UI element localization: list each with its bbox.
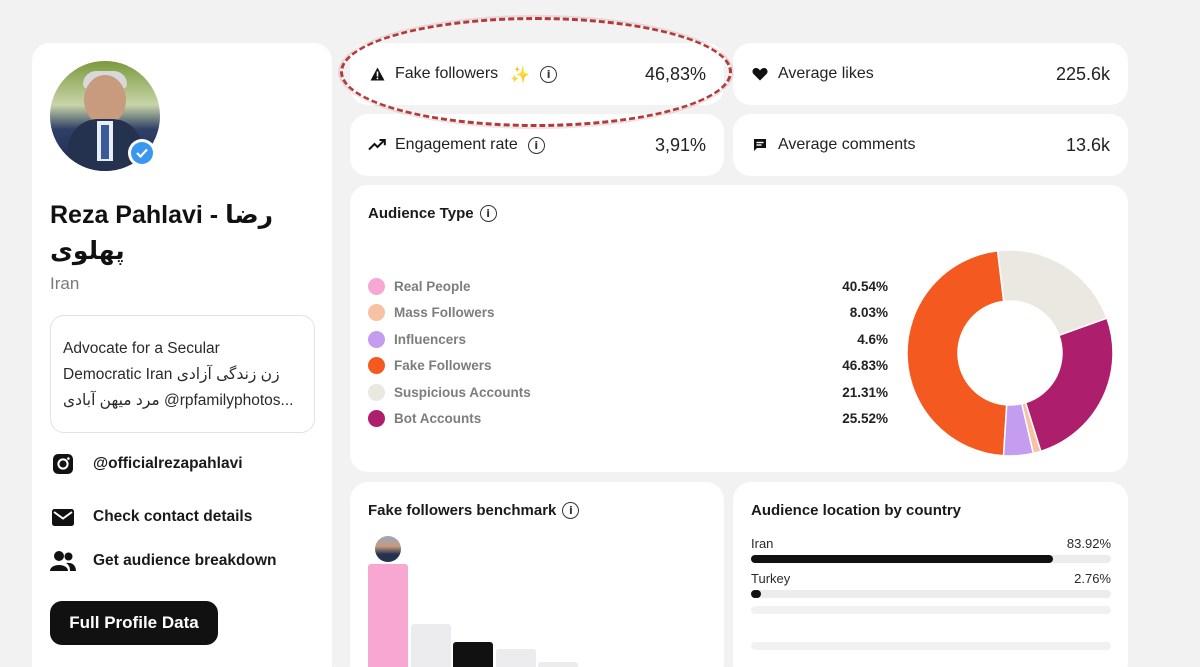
fake-followers-info-icon[interactable]: i	[540, 65, 558, 83]
location-country: Turkey	[751, 571, 791, 586]
users-icon	[50, 550, 76, 572]
instagram-handle: @officialrezapahlavi	[93, 455, 243, 472]
profile-card: Reza Pahlavi - رضا پهلوی Iran Advocate f…	[32, 43, 332, 667]
legend-label: Influencers	[394, 331, 467, 347]
profile-country: Iran	[50, 274, 80, 293]
profile-bio: Advocate for a Secular Democratic Iran ز…	[50, 315, 315, 433]
audience-type-info-icon[interactable]: i	[479, 205, 497, 222]
legend-dot	[368, 304, 385, 321]
average-comments-card: Average comments 13.6k	[733, 114, 1128, 176]
full-profile-data-button[interactable]: Full Profile Data	[50, 601, 218, 645]
fake-followers-card: Fake followers ✨ i 46,83%	[350, 43, 724, 105]
trending-up-icon	[368, 139, 386, 151]
benchmark-bar	[368, 564, 408, 667]
benchmark-bar	[410, 624, 451, 667]
contact-details-label: Check contact details	[93, 508, 253, 525]
legend-value: 46.83%	[842, 358, 888, 373]
legend-value: 4.6%	[857, 331, 888, 347]
average-comments-value: 13.6k	[1065, 134, 1110, 155]
engagement-rate-label: Engagement rate	[395, 136, 518, 153]
legend-dot	[368, 410, 385, 427]
legend-dot	[368, 383, 385, 401]
location-bar	[751, 590, 761, 598]
warning-icon	[368, 67, 386, 81]
location-card: Audience location by country Iran 83.92% …	[733, 482, 1128, 667]
engagement-rate-info-icon[interactable]: i	[527, 136, 545, 154]
audience-breakdown-label: Get audience breakdown	[93, 552, 277, 569]
average-comments-label: Average comments	[778, 136, 916, 153]
contact-details-link[interactable]: Check contact details	[50, 506, 252, 528]
legend-item: Bot Accounts 25.52%	[368, 407, 888, 431]
location-country: Iran	[751, 536, 774, 551]
location-value: 83.92%	[1066, 536, 1111, 551]
donut-slice-influencers[interactable]	[1002, 402, 1035, 457]
benchmark-info-icon[interactable]: i	[562, 502, 580, 519]
comment-icon	[751, 138, 769, 152]
location-bar	[751, 555, 1054, 563]
instagram-link[interactable]: @officialrezapahlavi	[50, 453, 243, 475]
audience-donut-chart	[906, 249, 1114, 457]
legend-value: 8.03%	[849, 305, 888, 320]
legend-label: Bot Accounts	[394, 411, 482, 426]
legend-label: Fake Followers	[394, 358, 492, 373]
engagement-rate-value: 3,91%	[654, 134, 706, 155]
legend-item: Fake Followers 46.83%	[368, 354, 888, 378]
location-row: Turkey 2.76%	[751, 571, 1111, 598]
benchmark-bar	[538, 661, 578, 667]
audience-type-title: Audience Type i	[368, 205, 497, 222]
fake-followers-value: 46,83%	[644, 63, 706, 84]
location-placeholder-bar	[751, 606, 1111, 614]
verified-badge-icon	[128, 139, 156, 167]
profile-name: Reza Pahlavi - رضا پهلوی	[50, 201, 274, 265]
heart-icon	[751, 67, 769, 81]
benchmark-card: Fake followers benchmark i	[350, 482, 724, 667]
benchmark-bar	[453, 641, 493, 667]
benchmark-bar	[495, 649, 536, 667]
audience-type-card: Audience Type i Real People 40.54% Mass Fo…	[350, 185, 1128, 472]
legend-item: Mass Followers 8.03%	[368, 301, 888, 325]
legend-value: 25.52%	[842, 411, 888, 426]
donut-slice-fake-followers[interactable]	[906, 249, 1008, 457]
legend-dot	[368, 357, 385, 374]
legend-item: Real People 40.54%	[368, 274, 888, 298]
donut-slice-bot-accounts[interactable]	[1024, 317, 1114, 453]
location-title: Audience location by country	[751, 502, 962, 519]
donut-slice-suspicious-accounts[interactable]	[996, 249, 1108, 337]
legend-value: 40.54%	[842, 278, 888, 294]
engagement-rate-card: Engagement rate i 3,91%	[350, 114, 724, 176]
location-value: 2.76%	[1074, 571, 1111, 586]
location-row: Iran 83.92%	[751, 536, 1111, 563]
legend-dot	[368, 330, 385, 348]
legend-label: Real People	[394, 278, 471, 294]
benchmark-avatar	[375, 536, 401, 562]
legend-item: Suspicious Accounts 21.31%	[368, 380, 888, 404]
legend-label: Mass Followers	[394, 305, 495, 320]
fake-followers-label: Fake followers	[395, 65, 499, 82]
audience-breakdown-link[interactable]: Get audience breakdown	[50, 550, 276, 572]
benchmark-title: Fake followers benchmark i	[368, 502, 580, 519]
location-placeholder-bar	[751, 642, 1111, 650]
average-likes-card: Average likes 225.6k	[733, 43, 1128, 105]
legend-item: Influencers 4.6%	[368, 327, 888, 351]
instagram-icon	[50, 453, 76, 475]
legend-value: 21.31%	[842, 384, 888, 400]
legend-label: Suspicious Accounts	[394, 384, 531, 400]
legend-dot	[368, 277, 385, 295]
average-likes-label: Average likes	[778, 65, 874, 82]
average-likes-value: 225.6k	[1055, 63, 1110, 84]
sparkle-icon: ✨	[510, 64, 531, 84]
mail-icon	[50, 506, 76, 528]
